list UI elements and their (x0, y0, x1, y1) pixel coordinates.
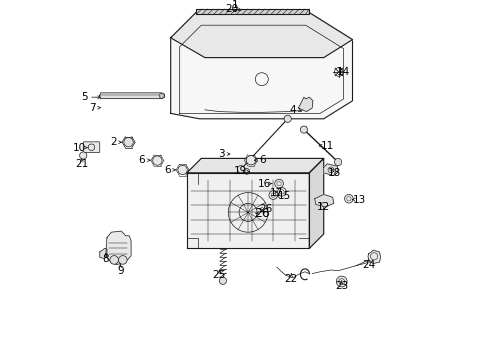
Polygon shape (186, 158, 323, 173)
Text: 13: 13 (352, 195, 366, 205)
Text: 20: 20 (225, 4, 238, 14)
Circle shape (334, 158, 341, 166)
Text: 15: 15 (277, 191, 290, 201)
Text: 2: 2 (110, 137, 116, 147)
Polygon shape (100, 248, 107, 258)
Circle shape (123, 138, 133, 147)
Text: 14: 14 (336, 67, 349, 77)
Circle shape (268, 191, 277, 199)
Polygon shape (298, 97, 312, 112)
Circle shape (274, 179, 283, 188)
Circle shape (237, 166, 244, 173)
Polygon shape (170, 13, 352, 119)
Text: 3: 3 (217, 149, 224, 159)
Text: 12: 12 (316, 202, 330, 212)
Polygon shape (100, 93, 164, 99)
Text: 10: 10 (72, 143, 85, 153)
Polygon shape (314, 194, 333, 207)
Text: 5: 5 (81, 92, 87, 102)
Text: 17: 17 (270, 188, 283, 198)
Polygon shape (106, 231, 131, 265)
Polygon shape (186, 173, 309, 248)
Circle shape (284, 115, 291, 122)
Circle shape (336, 276, 346, 287)
Text: 6: 6 (163, 165, 170, 175)
Polygon shape (367, 250, 380, 264)
Text: 4: 4 (289, 105, 296, 115)
Text: 23: 23 (334, 281, 347, 291)
Text: 26: 26 (259, 204, 272, 214)
Circle shape (178, 165, 187, 175)
Text: 6: 6 (138, 155, 145, 165)
Polygon shape (323, 164, 337, 176)
Text: 21: 21 (75, 159, 88, 169)
Circle shape (152, 156, 162, 165)
Circle shape (159, 93, 164, 98)
Text: 9: 9 (117, 266, 123, 276)
Circle shape (219, 277, 226, 284)
Polygon shape (309, 158, 323, 248)
Polygon shape (170, 13, 352, 58)
Circle shape (344, 194, 352, 203)
Circle shape (110, 256, 118, 264)
Text: 22: 22 (284, 274, 297, 284)
Text: 6: 6 (259, 155, 265, 165)
Text: 7: 7 (89, 103, 96, 113)
Circle shape (246, 156, 255, 165)
Text: 18: 18 (327, 168, 341, 178)
Circle shape (80, 152, 87, 159)
FancyBboxPatch shape (83, 142, 100, 153)
Text: 16: 16 (257, 179, 270, 189)
Circle shape (300, 126, 307, 133)
Text: 1: 1 (232, 0, 238, 10)
Text: 24: 24 (361, 260, 375, 270)
Circle shape (277, 188, 285, 196)
Text: 26: 26 (253, 207, 269, 220)
Text: 8: 8 (102, 254, 109, 264)
Text: 25: 25 (212, 270, 225, 280)
Circle shape (118, 256, 127, 264)
Text: 11: 11 (320, 141, 333, 151)
Text: 19: 19 (234, 166, 247, 176)
Bar (196, 9, 309, 14)
